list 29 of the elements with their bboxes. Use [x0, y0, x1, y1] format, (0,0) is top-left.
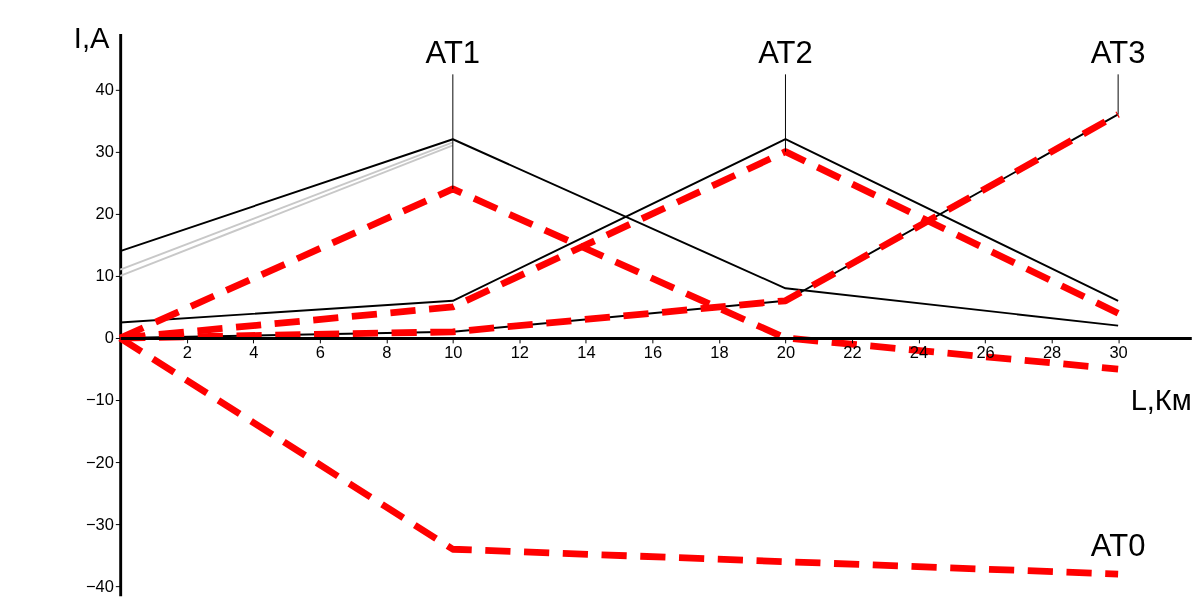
x-tick-label: 4 [249, 342, 259, 361]
x-tick-label: 20 [776, 342, 796, 361]
x-axis-title: L,Км [1130, 384, 1192, 417]
y-tick-label: 10 [95, 266, 114, 285]
y-tick-label: 0 [104, 328, 114, 347]
series-label: AT0 [1090, 527, 1146, 563]
y-axis-title: I,A [73, 21, 110, 54]
x-tick-label: 18 [710, 342, 729, 361]
x-tick-label: 28 [1042, 342, 1062, 361]
x-tick-label: 10 [444, 342, 463, 361]
y-tick-label: 20 [95, 204, 114, 223]
x-tick-label: 12 [510, 342, 530, 361]
y-tick-label: 40 [95, 79, 114, 98]
y-tick-label: −10 [85, 390, 114, 409]
y-tick-label: −30 [85, 514, 114, 533]
text: AT2 [758, 34, 813, 70]
x-tick-label: 2 [182, 342, 192, 361]
x-tick-label: 8 [382, 342, 392, 361]
x-tick-label: 22 [843, 342, 862, 361]
x-tick-label: 14 [577, 342, 596, 361]
y-tick-label: −40 [85, 576, 114, 595]
series-label: AT3 [1090, 34, 1146, 70]
x-tick-label: 30 [1109, 342, 1128, 361]
y-tick-label: 30 [95, 142, 114, 160]
x-tick-label: 6 [315, 342, 325, 361]
x-tick-label: 16 [643, 342, 663, 361]
x-tick-label: 26 [976, 342, 995, 361]
y-tick-label: −20 [85, 452, 114, 471]
text: AT1 [425, 34, 481, 70]
